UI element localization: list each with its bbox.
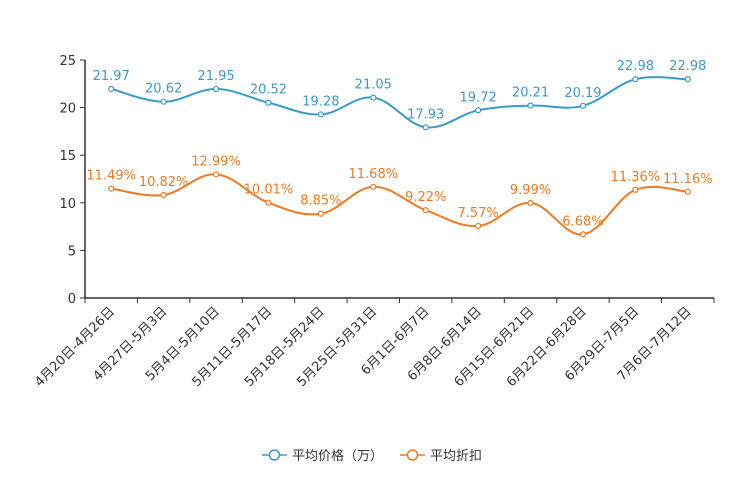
data-label: 17.93: [407, 107, 444, 122]
data-point[interactable]: [317, 210, 324, 217]
data-point[interactable]: [632, 76, 639, 83]
data-point[interactable]: [475, 107, 482, 114]
data-point[interactable]: [684, 188, 691, 195]
data-point[interactable]: [212, 85, 220, 93]
data-point[interactable]: [527, 102, 534, 109]
series-layer: [108, 76, 691, 238]
data-label: 22.98: [669, 59, 706, 74]
series-line-1: [110, 76, 688, 129]
data-labels: 21.97 20.62 21.95 20.52 19.28 21.05 17.93 19.72…: [86, 59, 712, 229]
data-label: 19.72: [460, 90, 497, 105]
legend-item-1[interactable]: 平均价格（万）: [262, 448, 383, 464]
data-point[interactable]: [684, 76, 691, 83]
data-label: 22.98: [617, 59, 654, 74]
data-label: 21.95: [197, 69, 234, 84]
legend-label: 平均折扣: [430, 449, 482, 464]
data-label: 9.99%: [510, 183, 551, 198]
data-label: 8.85%: [300, 194, 341, 209]
axes: 05101520254月20日-4月26日4月27日-5月3日5月4日-5月10…: [32, 54, 715, 390]
data-label: 10.01%: [244, 183, 294, 198]
legend-label: 平均价格（万）: [292, 448, 383, 464]
data-label: 12.99%: [191, 154, 241, 169]
y-tick-label: 10: [59, 197, 76, 212]
data-label: 20.52: [250, 83, 287, 98]
data-label: 10.82%: [139, 175, 189, 190]
data-label: 9.22%: [405, 190, 446, 205]
y-tick-label: 0: [68, 292, 76, 307]
data-point[interactable]: [370, 94, 377, 101]
data-label: 20.21: [512, 86, 549, 101]
data-point[interactable]: [632, 186, 639, 193]
data-point[interactable]: [108, 85, 115, 92]
data-label: 6.68%: [562, 214, 603, 229]
data-point[interactable]: [527, 199, 534, 206]
data-point[interactable]: [108, 185, 115, 192]
data-label: 20.62: [145, 82, 182, 97]
data-label: 11.49%: [86, 169, 136, 184]
data-label: 7.57%: [457, 206, 498, 221]
data-point[interactable]: [422, 207, 429, 214]
data-label: 11.36%: [611, 170, 661, 185]
y-tick-label: 20: [59, 102, 76, 117]
y-tick-label: 15: [59, 149, 76, 164]
data-point[interactable]: [370, 183, 377, 190]
data-label: 21.97: [93, 69, 130, 84]
data-label: 11.16%: [663, 172, 713, 187]
y-tick-label: 25: [59, 54, 76, 69]
data-point[interactable]: [422, 124, 429, 131]
data-point[interactable]: [579, 231, 587, 238]
data-point[interactable]: [265, 99, 272, 106]
data-point[interactable]: [160, 98, 167, 105]
data-label: 20.19: [564, 86, 601, 101]
legend[interactable]: 平均价格（万） 平均折扣: [262, 448, 482, 464]
data-label: 21.05: [355, 78, 392, 93]
data-point[interactable]: [475, 222, 482, 230]
data-point[interactable]: [160, 191, 167, 199]
data-point[interactable]: [265, 199, 272, 206]
data-point[interactable]: [212, 171, 220, 178]
data-point[interactable]: [317, 111, 324, 118]
legend-marker: [268, 449, 281, 461]
data-point[interactable]: [579, 102, 587, 109]
data-label: 11.68%: [349, 167, 399, 182]
y-tick-label: 5: [68, 244, 76, 259]
data-label: 19.28: [302, 94, 339, 109]
legend-marker: [406, 449, 419, 461]
legend-item-2[interactable]: 平均折扣: [400, 449, 482, 464]
